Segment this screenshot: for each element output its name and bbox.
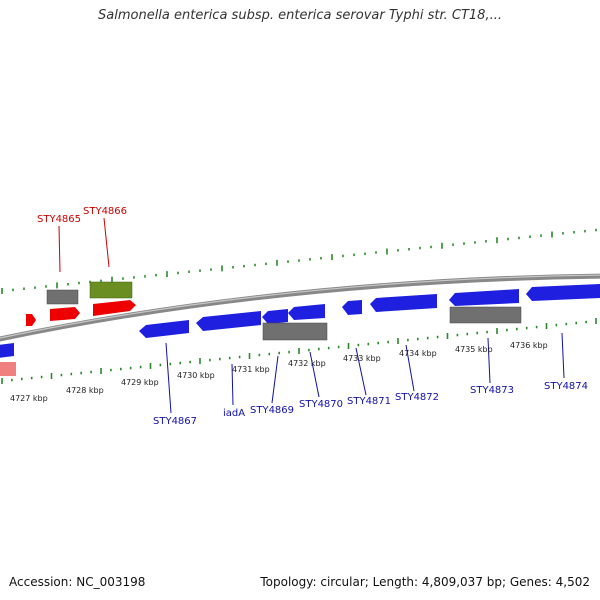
reverse-gene-sty4873[interactable] (449, 289, 519, 306)
gene-labels: STY4865 STY4866 STY4867 iadA STY4869 STY… (37, 206, 588, 427)
gene-label-sty4872[interactable]: STY4872 (395, 392, 439, 403)
tick-label-4735: 4735 kbp (455, 345, 493, 354)
leader-sty4866 (103, 217, 110, 268)
reverse-gene-partial[interactable] (0, 343, 14, 358)
pseudogene-sty4865[interactable] (46, 289, 79, 305)
genome-stats-label: Topology: circular; Length: 4,809,037 bp… (260, 575, 590, 589)
leader-sty4873 (487, 337, 491, 384)
gene-leader-lines (58, 217, 565, 414)
reverse-gene-sty4867[interactable] (139, 320, 189, 338)
forward-gene-sty4865[interactable] (50, 307, 80, 321)
tick-labels: 4727 kbp 4728 kbp 4729 kbp 4730 kbp 4731… (10, 341, 548, 403)
reverse-gene-sty4874[interactable] (526, 284, 600, 301)
leader-sty4870 (309, 351, 320, 398)
reverse-strand-features (0, 284, 600, 358)
forward-gene-light[interactable] (0, 362, 16, 376)
pseudogene-sty4870[interactable] (262, 322, 328, 341)
forward-strand-features (0, 281, 136, 376)
accession-label: Accession: NC_003198 (9, 575, 146, 589)
gene-label-sty4867[interactable]: STY4867 (153, 416, 197, 427)
gene-label-sty4871[interactable]: STY4871 (347, 396, 391, 407)
genome-title: Salmonella enterica subsp. enterica sero… (98, 8, 502, 23)
leader-sty4872 (405, 344, 415, 392)
tick-label-4732: 4732 kbp (288, 359, 326, 368)
leader-sty4865 (58, 225, 61, 273)
forward-gene-other-sty4866[interactable] (89, 281, 133, 299)
gene-label-sty4866[interactable]: STY4866 (83, 206, 127, 217)
leader-sty4869 (271, 355, 279, 404)
forward-gene-sty4866[interactable] (93, 300, 136, 316)
tick-label-4731: 4731 kbp (232, 365, 270, 374)
genome-backbone (0, 273, 600, 342)
gene-label-sty4874[interactable]: STY4874 (544, 381, 588, 392)
reverse-gene-iada[interactable] (196, 311, 261, 331)
gene-label-iada[interactable]: iadA (223, 408, 245, 419)
gene-label-sty4873[interactable]: STY4873 (470, 385, 514, 396)
tick-label-4733: 4733 kbp (343, 354, 381, 363)
reverse-tick-row (1, 318, 597, 384)
gene-label-sty4870[interactable]: STY4870 (299, 399, 343, 410)
leader-iada (231, 363, 234, 406)
leader-sty4874 (561, 332, 565, 379)
genome-backbone-highlight (0, 274, 600, 339)
tick-label-4730: 4730 kbp (177, 371, 215, 380)
gene-label-sty4869[interactable]: STY4869 (250, 405, 294, 416)
tick-label-4727: 4727 kbp (10, 394, 48, 403)
reverse-gene-sty4872[interactable] (370, 294, 437, 312)
tick-label-4728: 4728 kbp (66, 386, 104, 395)
reverse-gene-sty4870[interactable] (288, 304, 325, 320)
reverse-gene-sty4871[interactable] (342, 300, 362, 315)
leader-sty4871 (355, 347, 367, 396)
tick-label-4736: 4736 kbp (510, 341, 548, 350)
pseudogene-sty4873[interactable] (449, 306, 522, 324)
reverse-gene-sty4869[interactable] (262, 309, 288, 324)
gene-label-sty4865[interactable]: STY4865 (37, 214, 81, 225)
tick-label-4729: 4729 kbp (121, 378, 159, 387)
tick-label-4734: 4734 kbp (399, 349, 437, 358)
leader-sty4867 (165, 342, 172, 414)
forward-gene-partial[interactable] (26, 314, 36, 326)
